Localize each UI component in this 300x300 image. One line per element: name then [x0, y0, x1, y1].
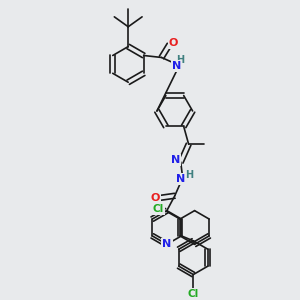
Text: Cl: Cl — [153, 204, 164, 214]
Text: O: O — [169, 38, 178, 48]
Text: N: N — [172, 61, 181, 71]
Text: H: H — [186, 170, 194, 180]
Text: O: O — [150, 193, 160, 203]
Text: N: N — [171, 155, 180, 165]
Text: N: N — [162, 239, 172, 249]
Text: N: N — [176, 174, 185, 184]
Text: H: H — [176, 56, 184, 65]
Text: Cl: Cl — [188, 290, 199, 299]
